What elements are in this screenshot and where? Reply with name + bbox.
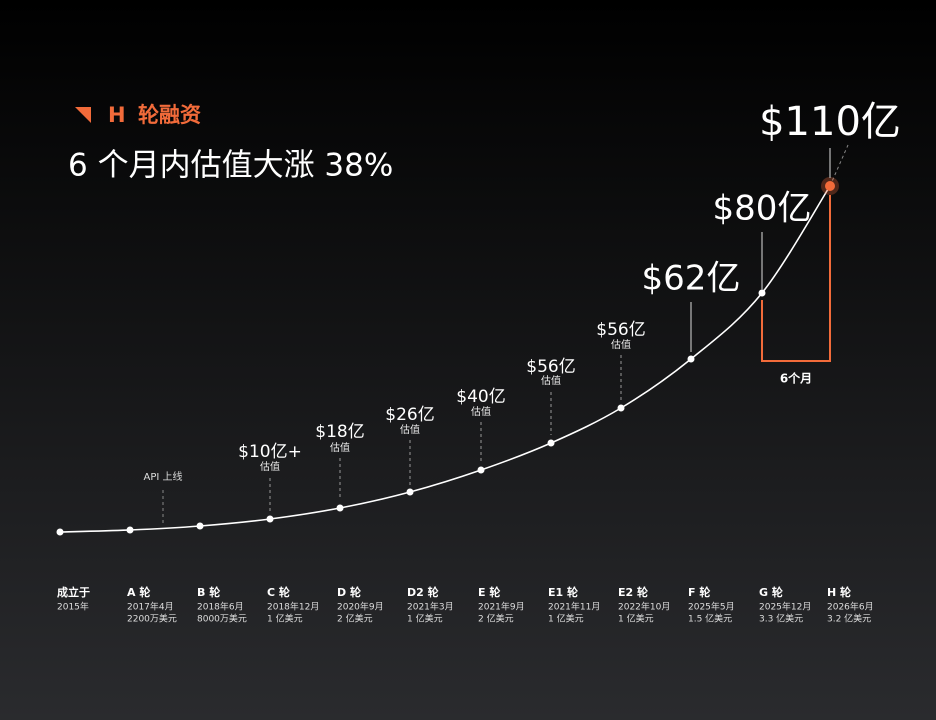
round-raised: 2 亿美元 (337, 613, 373, 625)
milestone-dot (477, 466, 485, 474)
valuation-note: 估值 (541, 374, 561, 387)
valuation: $62亿 (642, 259, 741, 299)
milestone-dot (196, 522, 204, 530)
curve-extension (829, 144, 849, 187)
valuation: $10亿+ (238, 442, 302, 462)
round-raised: 1.5 亿美元 (688, 613, 732, 625)
round-date: 2025年12月 (759, 601, 811, 613)
valuation-note: 估值 (611, 338, 631, 351)
round-date: 2018年6月 (197, 601, 244, 613)
milestone-dot (617, 404, 625, 412)
round-date: 2018年12月 (267, 601, 319, 613)
round-label: E 轮 (478, 585, 500, 599)
round-raised: 2200万美元 (127, 613, 177, 625)
round-label: E1 轮 (548, 585, 578, 599)
valuation: $80亿 (713, 189, 812, 229)
round-label: G 轮 (759, 585, 783, 599)
header-marker-icon (75, 107, 91, 123)
round-date: 2020年9月 (337, 601, 384, 613)
round-raised: 1 亿美元 (548, 613, 584, 625)
round-raised: 1 亿美元 (267, 613, 303, 625)
bracket (761, 195, 831, 362)
round-label: D 轮 (337, 585, 361, 599)
valuation: $18亿 (315, 422, 364, 442)
round-raised: 3.3 亿美元 (759, 613, 803, 625)
headline: 6 个月内估值大涨 38% (68, 148, 393, 184)
round-label: H 轮 (827, 585, 851, 599)
round-raised: 2 亿美元 (478, 613, 514, 625)
round-date: 2025年5月 (688, 601, 735, 613)
bracket-label: 6个月 (780, 371, 812, 386)
round-raised: 1 亿美元 (618, 613, 654, 625)
round-label: D2 轮 (407, 585, 439, 599)
round-date: 2021年11月 (548, 601, 600, 613)
header-marker: H (108, 103, 126, 127)
milestone-dot (825, 181, 835, 191)
milestone-dot (406, 488, 414, 496)
round-date: 2021年9月 (478, 601, 525, 613)
round-date: 2021年3月 (407, 601, 454, 613)
valuation: $56亿 (596, 320, 645, 340)
round-label: E2 轮 (618, 585, 648, 599)
valuation-note: 估值 (400, 423, 420, 436)
milestone-dot (336, 504, 344, 512)
round-raised: 1 亿美元 (407, 613, 443, 625)
valuation: $56亿 (526, 357, 575, 377)
milestone-dot (687, 355, 695, 363)
milestone-dot (56, 528, 64, 536)
milestone-dot (547, 439, 555, 447)
valuation-note: 估值 (330, 441, 350, 454)
valuation: $40亿 (456, 387, 505, 407)
round-date: 2022年10月 (618, 601, 670, 613)
round-raised: 8000万美元 (197, 613, 247, 625)
round-label: 成立于 (57, 585, 90, 599)
header-title: 轮融资 (138, 103, 201, 127)
round-label: B 轮 (197, 585, 220, 599)
round-date: 2026年6月 (827, 601, 874, 613)
valuation: $110亿 (759, 99, 901, 145)
round-label: A 轮 (127, 585, 150, 599)
round-label: F 轮 (688, 585, 710, 599)
valuation-note: 估值 (260, 460, 280, 473)
round-raised: 3.2 亿美元 (827, 613, 871, 625)
milestone-dot (266, 515, 274, 523)
round-date: 2017年4月 (127, 601, 174, 613)
round-label: C 轮 (267, 585, 290, 599)
milestone-dot (758, 289, 766, 297)
round-date: 2015年 (57, 601, 89, 613)
valuation-note: 估值 (471, 405, 491, 418)
annotation: API 上线 (144, 470, 183, 483)
valuation: $26亿 (385, 405, 434, 425)
milestone-dot (126, 526, 134, 534)
